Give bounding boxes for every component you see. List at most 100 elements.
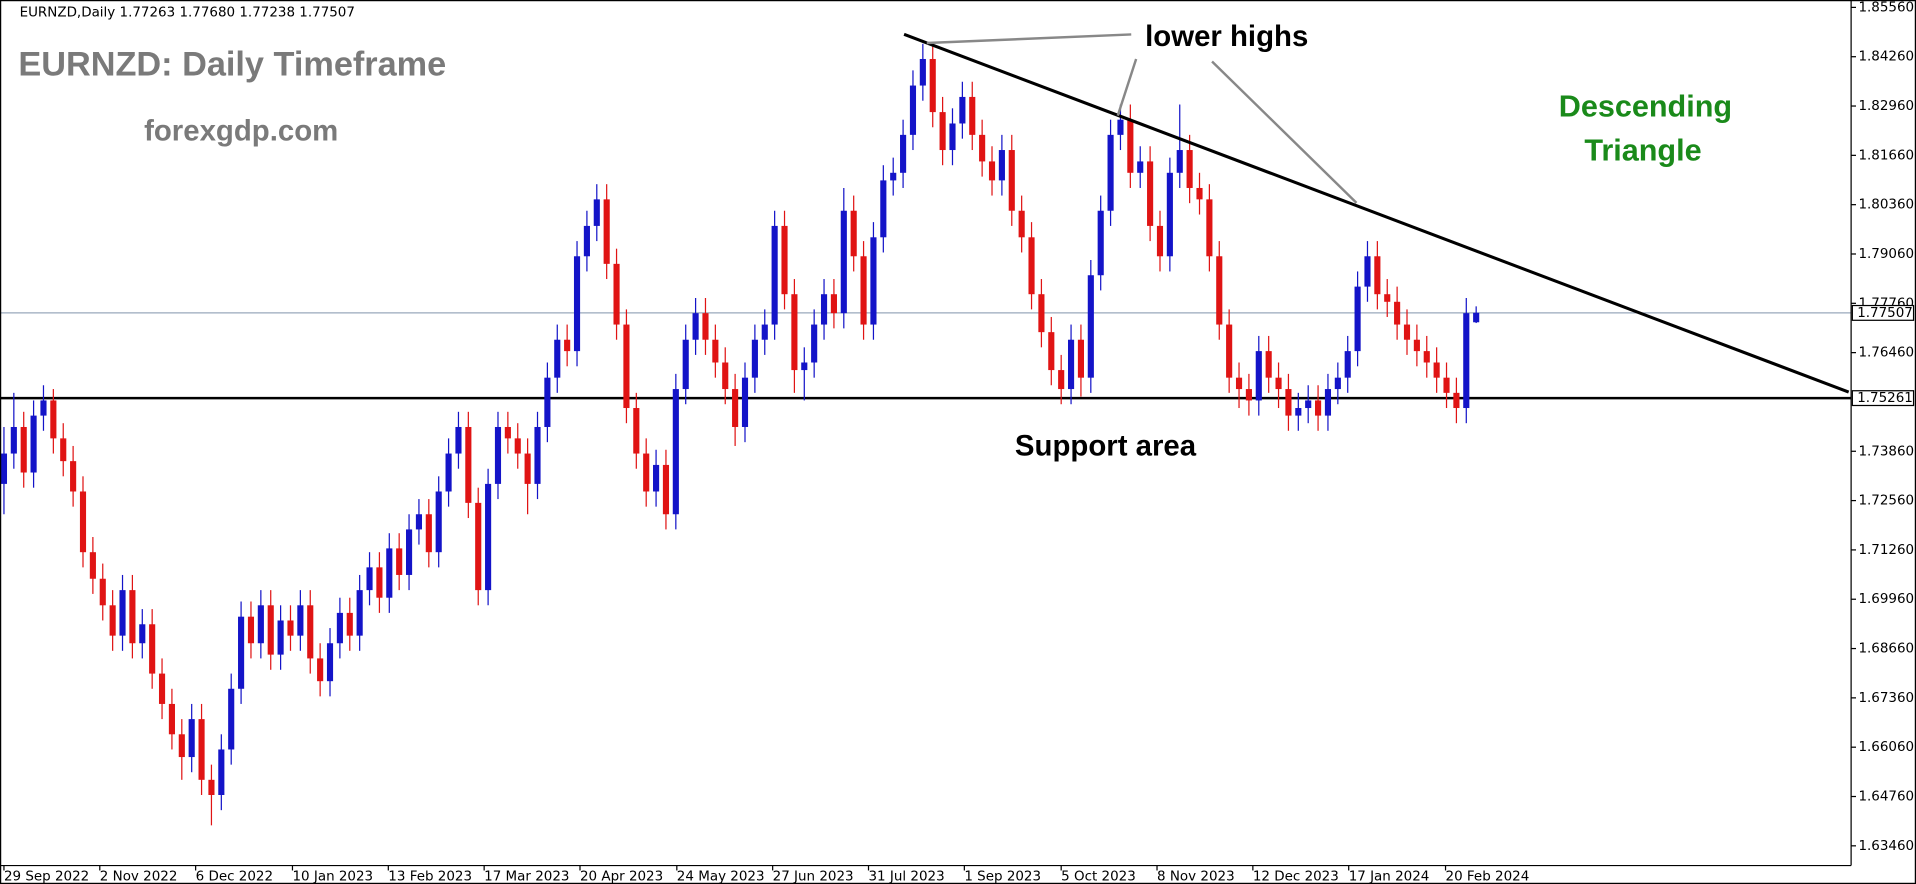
candle-body (1028, 237, 1035, 295)
pointer-line (1116, 58, 1138, 116)
candle-body (1473, 312, 1480, 323)
candle-body (158, 673, 166, 704)
candle-body (1067, 339, 1075, 390)
candle-body (1315, 400, 1322, 416)
candle-body (1008, 150, 1015, 211)
x-tick-label: 1 Sep 2023 (964, 869, 1041, 884)
x-tick-label: 8 Nov 2023 (1157, 869, 1235, 884)
candle-body (840, 210, 847, 314)
candle-body (297, 605, 304, 636)
candle-body (1038, 294, 1045, 333)
current-price-label: 1.77507 (1857, 305, 1913, 321)
candle-body (99, 578, 106, 606)
pointer-line (926, 33, 1132, 45)
y-tick-label: 1.68660 (1858, 641, 1914, 657)
candle-body (1176, 150, 1183, 173)
candle-body (564, 339, 571, 352)
candle-body (366, 567, 373, 591)
x-tick-label: 13 Feb 2023 (388, 869, 472, 884)
candle-body (959, 96, 966, 124)
candle-body (830, 294, 837, 314)
candle-body (633, 408, 640, 454)
candle-body (613, 263, 620, 325)
candle-body (504, 426, 511, 439)
candle-body (623, 324, 630, 409)
x-tick-label: 12 Dec 2023 (1253, 869, 1339, 884)
candle-body (1295, 408, 1302, 416)
candle-body (791, 294, 798, 371)
y-tick-label: 1.72560 (1858, 493, 1914, 509)
candle-body (139, 624, 146, 644)
candle-body (1354, 286, 1361, 352)
x-tick-label: 6 Dec 2022 (196, 869, 273, 884)
candle-body (1344, 351, 1351, 378)
candle-body (1433, 362, 1440, 378)
candle-body (909, 85, 917, 135)
candle-body (50, 400, 57, 439)
annotation-pattern: Descending (1559, 89, 1732, 123)
candle-body (1226, 324, 1233, 378)
candle-body (287, 620, 294, 636)
candle-body (1127, 119, 1134, 173)
candle-body (129, 590, 136, 644)
candle-body (1206, 199, 1213, 257)
candle-body (811, 324, 818, 363)
candle-body (1058, 370, 1065, 390)
x-tick-label: 2 Nov 2022 (100, 869, 178, 884)
y-tick-label: 1.73860 (1858, 443, 1914, 459)
candle-body (1147, 161, 1154, 226)
pointer-line (1211, 60, 1358, 204)
x-tick-label: 24 May 2023 (677, 869, 765, 884)
candle-body (79, 491, 87, 553)
candle-body (465, 426, 472, 503)
candle-body (455, 426, 462, 454)
candle-body (30, 415, 37, 473)
candle-body (860, 256, 867, 325)
candle-body (692, 313, 699, 340)
support-label: 1.75261 (1857, 390, 1913, 406)
candle-body (267, 605, 274, 655)
candle-body (386, 548, 393, 598)
x-tick-label: 20 Feb 2024 (1446, 869, 1530, 884)
x-tick-label: 29 Sep 2022 (4, 869, 89, 884)
plot-area (0, 312, 1852, 400)
candle-body (949, 123, 956, 151)
candle-body (0, 453, 8, 484)
candle-body (850, 210, 857, 257)
candle-body (514, 438, 521, 454)
candle-body (1265, 351, 1272, 378)
candle-body (751, 339, 758, 378)
candle-body (425, 514, 432, 553)
trendline (903, 32, 1850, 394)
candle-body (672, 389, 679, 515)
x-tick-label: 10 Jan 2023 (292, 869, 373, 884)
candle-body (1334, 377, 1341, 390)
candle-body (1374, 256, 1381, 295)
candle-body (494, 426, 502, 484)
candle-body (1107, 134, 1114, 211)
candle-body (573, 256, 581, 352)
candle-body (277, 620, 284, 655)
candle-body (168, 703, 175, 735)
candle-body (208, 779, 215, 795)
candle-body (149, 624, 156, 674)
annotation-lower-highs: lower highs (1145, 20, 1308, 53)
candle-body (741, 377, 749, 427)
candle-body (475, 502, 482, 591)
candle-body (722, 362, 729, 390)
candle-body (70, 461, 77, 492)
candle-body (405, 529, 413, 575)
y-tick-label: 1.76460 (1858, 345, 1914, 361)
candle-body (732, 389, 739, 427)
candles (0, 32, 1850, 826)
candle-body (919, 58, 926, 86)
candle-body (682, 339, 689, 390)
candle-body (1423, 351, 1430, 363)
annotation-support: Support area (1015, 429, 1197, 462)
candle-body (247, 616, 255, 644)
y-tick-label: 1.69960 (1858, 591, 1914, 607)
candle-body (218, 749, 225, 795)
